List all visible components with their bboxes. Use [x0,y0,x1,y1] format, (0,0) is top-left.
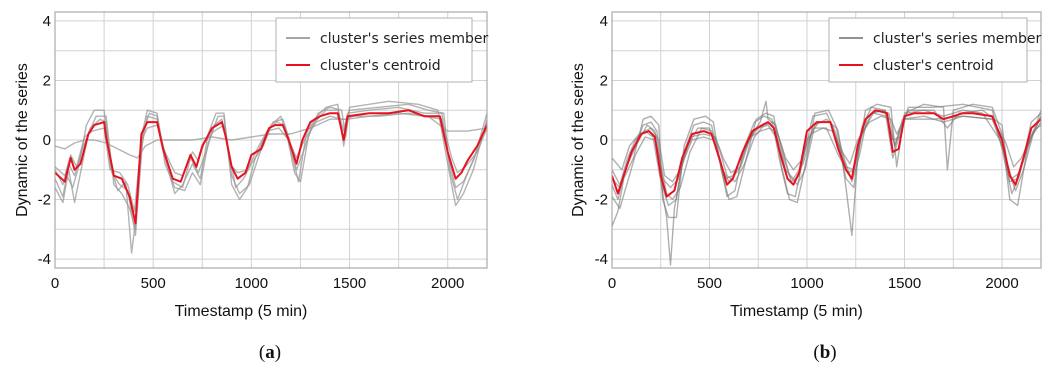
legend-label-member: cluster's series member [873,31,1042,47]
y-tick-label: -2 [595,192,608,209]
y-tick-label: 0 [43,132,51,149]
series-group [55,100,487,254]
caption-close-paren: ) [830,342,836,363]
caption-letter: b [820,342,831,363]
plot-frame [611,11,1042,269]
panel-a: 0 500 1000 1500 2000 -4 -2 0 2 4 Timestamp (5 min)… [14,11,489,363]
x-axis-label: Timestamp (5 min) [175,303,308,320]
y-tick-label: -4 [595,251,608,268]
caption-letter: a [265,342,275,363]
caption-close-paren: ) [275,342,281,363]
panel-caption: (a) [259,342,281,363]
x-tick-label: 2000 [985,275,1018,292]
x-tick-label: 1500 [333,275,366,292]
x-tick-label: 1500 [888,275,921,292]
member-series-line [55,112,487,159]
legend: cluster's series member cluster's centroi… [275,17,489,83]
x-tick-label: 2000 [431,275,464,292]
x-tick-label: 500 [697,275,722,292]
legend-box [275,17,473,83]
legend-label-centroid: cluster's centroid [320,58,441,74]
x-tick-label: 0 [608,275,616,292]
legend-label-centroid: cluster's centroid [873,58,994,74]
centroid-series-line [612,109,1041,198]
x-tick-label: 0 [51,275,59,292]
x-tick-label: 1000 [235,275,268,292]
caption-open-paren: ( [259,342,265,363]
x-tick-label: 1000 [790,275,823,292]
member-series-line [612,109,1041,210]
y-tick-label: 4 [600,13,608,30]
y-tick-label: 2 [600,72,608,89]
series-group [612,100,1041,266]
caption-open-paren: ( [813,342,819,363]
y-tick-label: -2 [38,192,51,209]
centroid-series-line [55,109,487,225]
legend-box [828,17,1028,83]
y-tick-label: 4 [43,13,51,30]
y-axis-label: Dynamic of the series [570,63,587,217]
x-axis-label: Timestamp (5 min) [730,303,863,320]
y-axis-label: Dynamic of the series [14,63,31,217]
x-tick-label: 500 [141,275,166,292]
panel-b: 0 500 1000 1500 2000 -4 -2 0 2 4 Timestamp (5 min)… [570,11,1042,363]
plot-frame [54,11,488,269]
panel-caption: (b) [813,342,836,363]
y-tick-label: 0 [600,132,608,149]
member-series-line [612,103,1041,236]
y-tick-label: -4 [38,251,51,268]
legend: cluster's series member cluster's centroi… [828,17,1042,83]
y-tick-label: 2 [43,72,51,89]
legend-label-member: cluster's series member [320,31,489,47]
